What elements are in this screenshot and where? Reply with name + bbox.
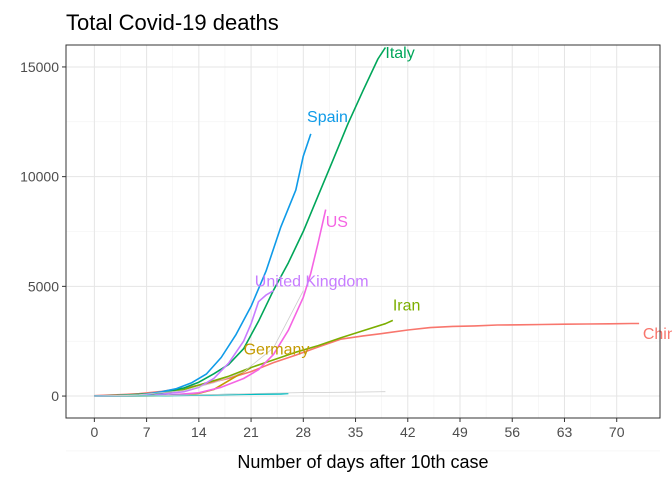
y-tick-label: 15000 — [20, 59, 59, 75]
x-tick-label: 0 — [90, 424, 98, 440]
x-tick-label: 14 — [191, 424, 207, 440]
y-tick-label: 0 — [51, 388, 59, 404]
series-labels: China Germany Iran Italy Spain US United Kingd… — [244, 45, 672, 358]
x-axis-ticks: 0 7 14 21 28 35 42 49 56 63 70 — [90, 418, 625, 440]
y-tick-label: 10000 — [20, 169, 59, 185]
series-line-us — [94, 209, 327, 397]
series-label-iran: Iran — [393, 297, 421, 314]
x-tick-label: 7 — [143, 424, 151, 440]
series-line-china — [94, 322, 640, 397]
x-tick-label: 70 — [609, 424, 625, 440]
series-line-unlabeled — [94, 391, 386, 397]
x-tick-label: 56 — [504, 424, 520, 440]
chart-title: Total Covid-19 deaths — [66, 10, 279, 35]
x-axis-title: Number of days after 10th case — [237, 452, 488, 472]
x-tick-label: 63 — [557, 424, 573, 440]
series-label-china: China — [643, 326, 672, 343]
x-tick-label: 35 — [348, 424, 364, 440]
y-axis-ticks: 0 5000 10000 15000 — [20, 59, 66, 404]
y-tick-label: 5000 — [28, 278, 59, 294]
plot-panel-border — [65, 44, 661, 419]
series-label-italy: Italy — [385, 45, 414, 62]
x-tick-label: 28 — [296, 424, 312, 440]
plot-grid — [66, 45, 660, 452]
series-label-spain: Spain — [307, 109, 348, 126]
series-label-germany: Germany — [244, 341, 310, 358]
x-tick-label: 21 — [243, 424, 259, 440]
series-line-unlabeled — [94, 290, 304, 397]
x-tick-label: 49 — [452, 424, 468, 440]
series-lines — [94, 47, 640, 397]
series-label-united-kingdom: United Kingdom — [255, 273, 369, 290]
x-tick-label: 42 — [400, 424, 416, 440]
series-label-us: US — [326, 214, 348, 231]
